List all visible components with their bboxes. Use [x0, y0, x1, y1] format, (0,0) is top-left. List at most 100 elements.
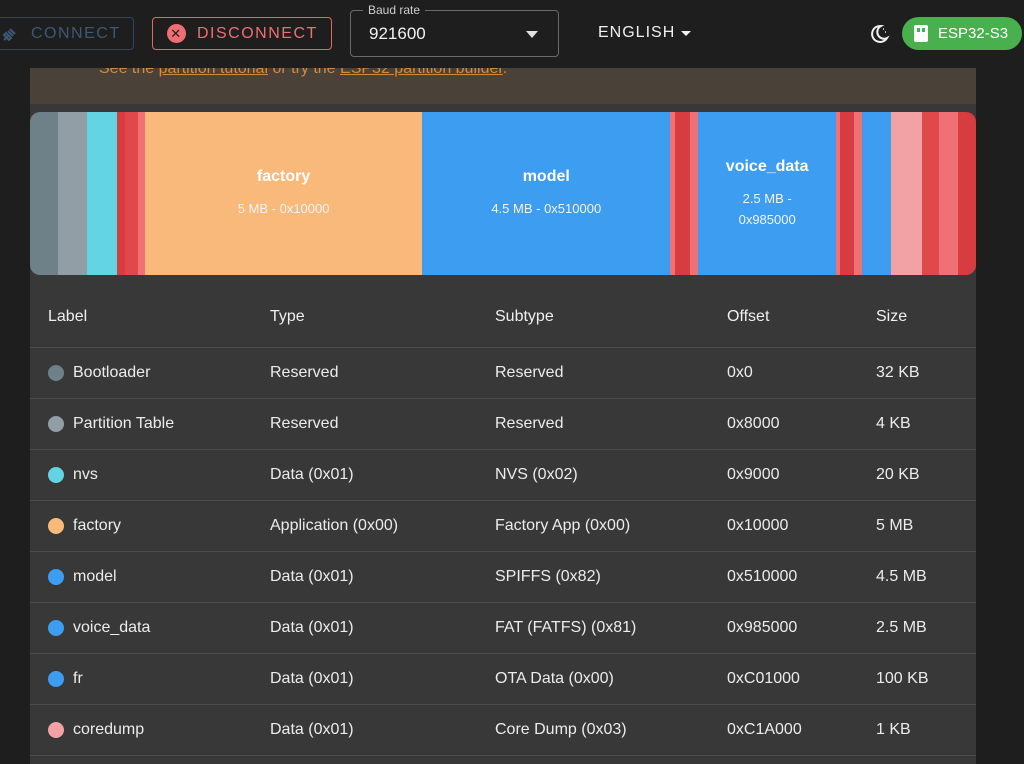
cell-subtype: SPIFFS (0x82): [495, 568, 601, 585]
cell-type: Data (0x01): [270, 670, 354, 687]
partition-segment-voice_data[interactable]: voice_data 2.5 MB - 0x985000: [698, 112, 837, 275]
table-row[interactable]: voice_data Data (0x01) FAT (FATFS) (0x81) 0…: [30, 603, 976, 654]
row-label: factory: [73, 517, 122, 534]
partition-segment[interactable]: [690, 112, 699, 275]
header-offset: Offset: [727, 307, 770, 325]
header-size: Size: [876, 307, 908, 325]
table-header: Label Type Subtype Offset Size: [30, 286, 976, 348]
partition-card: See the partition tutorial or try the ES…: [30, 50, 976, 764]
cell-size: 1 KB: [876, 721, 911, 738]
cell-offset: 0x985000: [727, 619, 798, 636]
partition-segment[interactable]: [862, 112, 892, 275]
table-body: Bootloader Reserved Reserved 0x0 32 KB Partit…: [30, 348, 976, 756]
partition-segment[interactable]: [675, 112, 691, 275]
cell-type: Reserved: [270, 364, 339, 381]
color-dot-icon: [48, 722, 64, 738]
baud-rate-value: 921600: [369, 24, 426, 43]
language-select[interactable]: ENGLISH: [598, 24, 692, 42]
partition-segment[interactable]: [137, 112, 145, 275]
usb-icon: [914, 25, 928, 42]
device-chip: ESP32-S3: [902, 17, 1022, 50]
cell-label: coredump: [30, 721, 270, 739]
row-label: coredump: [73, 721, 145, 738]
partition-segment[interactable]: [836, 112, 841, 275]
partition-segment[interactable]: [116, 112, 125, 275]
partition-segment[interactable]: [938, 112, 958, 275]
cell-label: factory: [30, 517, 270, 535]
device-chip-label: ESP32-S3: [938, 25, 1009, 42]
row-label: fr: [73, 670, 83, 687]
disconnect-button[interactable]: ✕ DISCONNECT: [152, 17, 332, 50]
cell-offset: 0x8000: [727, 415, 780, 432]
cell-size: 4.5 MB: [876, 568, 927, 585]
table-row[interactable]: Bootloader Reserved Reserved 0x0 32 KB: [30, 348, 976, 399]
row-label: model: [73, 568, 117, 585]
cell-subtype: Reserved: [495, 415, 564, 432]
cell-label: fr: [30, 670, 270, 688]
partition-bar: factory 5 MB - 0x10000 model 4.5 MB - 0x510…: [30, 112, 976, 275]
color-dot-icon: [48, 569, 64, 585]
row-label: Bootloader: [73, 364, 151, 381]
table-row[interactable]: Partition Table Reserved Reserved 0x8000 4 K…: [30, 399, 976, 450]
table-row[interactable]: fr Data (0x01) OTA Data (0x00) 0xC01000 100 …: [30, 654, 976, 705]
table-row[interactable]: model Data (0x01) SPIFFS (0x82) 0x510000 4.5…: [30, 552, 976, 603]
partition-segment[interactable]: [124, 112, 138, 275]
alert-suffix: .: [502, 60, 508, 77]
partition-segment-factory[interactable]: factory 5 MB - 0x10000: [144, 112, 423, 275]
cell-offset: 0xC1A000: [727, 721, 802, 738]
plug-icon: [2, 27, 16, 41]
row-label: Partition Table: [73, 415, 175, 432]
cell-type: Data (0x01): [270, 619, 354, 636]
partition-segment[interactable]: [840, 112, 855, 275]
table-row[interactable]: factory Application (0x00) Factory App (0x…: [30, 501, 976, 552]
partition-segment[interactable]: [30, 112, 59, 275]
color-dot-icon: [48, 365, 64, 381]
row-label: voice_data: [73, 619, 151, 636]
partition-segment[interactable]: [891, 112, 922, 275]
baud-rate-select[interactable]: Baud rate 921600: [350, 3, 559, 57]
color-dot-icon: [48, 620, 64, 636]
cell-type: Data (0x01): [270, 568, 354, 585]
segment-size: 4.5 MB - 0x510000: [491, 201, 602, 216]
connect-label: CONNECT: [31, 24, 121, 42]
baud-rate-label: Baud rate: [363, 3, 426, 17]
table-row[interactable]: nvs Data (0x01) NVS (0x02) 0x9000 20 KB: [30, 450, 976, 501]
cell-offset: 0x10000: [727, 517, 789, 534]
segment-title: model: [522, 168, 570, 185]
segment-title: factory: [256, 168, 311, 185]
cell-offset: 0x0: [727, 364, 753, 381]
cell-label: Partition Table: [30, 415, 270, 433]
cell-subtype: FAT (FATFS) (0x81): [495, 619, 637, 636]
partition-segment[interactable]: [854, 112, 863, 275]
cell-offset: 0xC01000: [727, 670, 800, 687]
caret-down-icon: [681, 30, 692, 36]
segment-title: voice_data: [725, 157, 809, 175]
partition-segment[interactable]: [87, 112, 117, 275]
partition-segment[interactable]: [957, 112, 976, 275]
connect-button[interactable]: CONNECT: [0, 17, 134, 50]
row-label: nvs: [73, 466, 98, 483]
partition-segment[interactable]: [58, 112, 88, 275]
cell-subtype: Core Dump (0x03): [495, 721, 627, 738]
color-dot-icon: [48, 467, 64, 483]
segment-offset: 0x985000: [738, 211, 796, 227]
table-row[interactable]: coredump Data (0x01) Core Dump (0x03) 0xC1A…: [30, 705, 976, 756]
cell-label: nvs: [30, 466, 270, 484]
partition-table: Label Type Subtype Offset Size Bootloade…: [30, 286, 976, 756]
cell-size: 100 KB: [876, 670, 929, 687]
cell-size: 32 KB: [876, 364, 920, 381]
cell-offset: 0x9000: [727, 466, 780, 483]
cell-label: voice_data: [30, 619, 270, 637]
partition-segment[interactable]: [921, 112, 939, 275]
cell-size: 4 KB: [876, 415, 911, 432]
close-circle-icon: ✕: [167, 24, 186, 43]
cell-offset: 0x510000: [727, 568, 798, 585]
chevron-down-icon: [526, 31, 538, 38]
dark-mode-toggle-icon[interactable]: [868, 23, 890, 45]
color-dot-icon: [48, 416, 64, 432]
cell-label: Bootloader: [30, 364, 270, 382]
partition-segment[interactable]: [670, 112, 676, 275]
partition-segment-model[interactable]: model 4.5 MB - 0x510000: [422, 112, 671, 275]
top-toolbar: CONNECT ✕ DISCONNECT Baud rate 921600 EN…: [0, 0, 1024, 68]
header-subtype: Subtype: [495, 307, 554, 325]
